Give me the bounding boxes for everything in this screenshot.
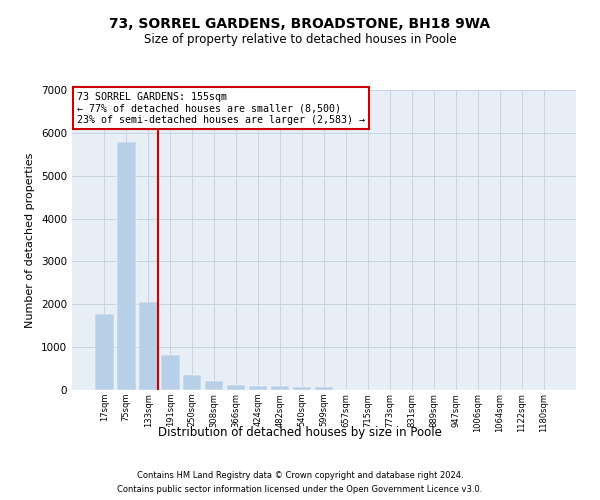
- Y-axis label: Number of detached properties: Number of detached properties: [25, 152, 35, 328]
- Bar: [139, 302, 158, 390]
- Text: 73, SORREL GARDENS, BROADSTONE, BH18 9WA: 73, SORREL GARDENS, BROADSTONE, BH18 9WA: [109, 18, 491, 32]
- Bar: [271, 386, 289, 390]
- Bar: [249, 386, 268, 390]
- Bar: [314, 388, 334, 390]
- Bar: [227, 386, 245, 390]
- Text: Contains public sector information licensed under the Open Government Licence v3: Contains public sector information licen…: [118, 484, 482, 494]
- Bar: [183, 374, 202, 390]
- Bar: [161, 355, 179, 390]
- Bar: [293, 387, 311, 390]
- Bar: [95, 314, 113, 390]
- Text: Distribution of detached houses by size in Poole: Distribution of detached houses by size …: [158, 426, 442, 439]
- Text: Contains HM Land Registry data © Crown copyright and database right 2024.: Contains HM Land Registry data © Crown c…: [137, 472, 463, 480]
- Text: 73 SORREL GARDENS: 155sqm
← 77% of detached houses are smaller (8,500)
23% of se: 73 SORREL GARDENS: 155sqm ← 77% of detac…: [77, 92, 365, 124]
- Text: Size of property relative to detached houses in Poole: Size of property relative to detached ho…: [143, 32, 457, 46]
- Bar: [117, 142, 136, 390]
- Bar: [205, 382, 223, 390]
